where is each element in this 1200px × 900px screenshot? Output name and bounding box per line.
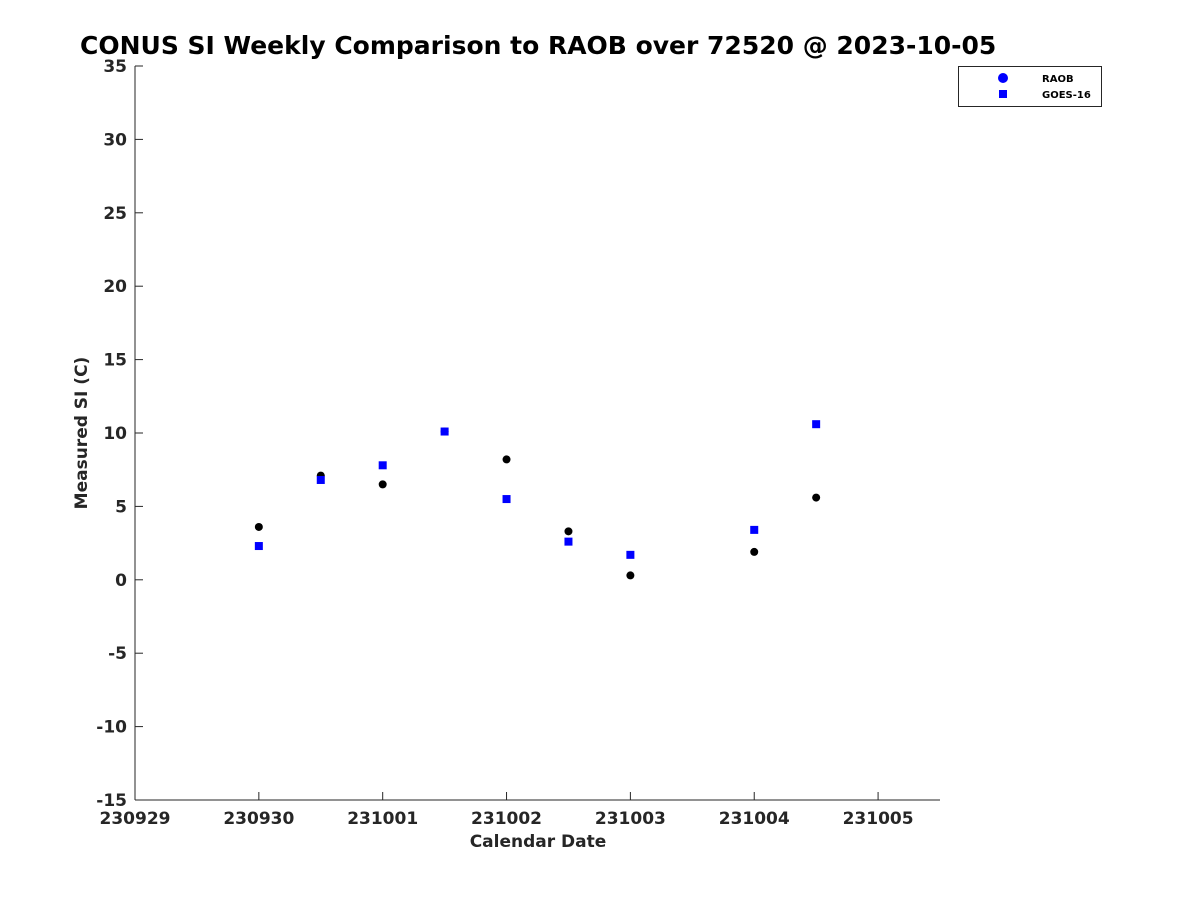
y-axis-title: Measured SI (C) [72,357,92,510]
x-tick-label: 231005 [843,809,914,829]
y-tick-label: 15 [103,351,127,371]
y-tick-label: -5 [108,644,127,664]
goes16-point [316,475,325,484]
goes16-point [378,461,387,470]
y-tick-label: 0 [115,571,127,591]
axes [134,66,940,801]
y-tick-label: -15 [96,791,127,811]
data-points [254,420,821,580]
raob-point [502,455,511,464]
legend-box [958,66,1102,107]
goes16-point [502,495,511,504]
y-tick-label: 25 [103,204,127,224]
legend-label: GOES-16 [1042,90,1091,101]
x-tick-label: 230930 [223,809,294,829]
goes16-point [564,537,573,546]
legend-label: RAOB [1042,74,1074,85]
legend-marker-raob [998,73,1008,83]
goes16-point [812,420,821,429]
raob-point [750,547,759,556]
chart-title: CONUS SI Weekly Comparison to RAOB over … [80,31,996,60]
y-tick-label: 20 [103,277,127,297]
x-tick-label: 231002 [471,809,542,829]
goes16-point [626,550,635,559]
goes16-point [254,542,263,551]
y-tick-label: 5 [115,497,127,517]
x-axis-title: Calendar Date [470,832,607,852]
raob-point [378,480,387,489]
ticks: -15 -10 -5 0 5 10 15 20 25 30 35 230929 230930 231001… [96,57,913,829]
legend: RAOB GOES-16 [958,66,1102,107]
y-tick-label: 30 [103,130,127,150]
x-tick-label: 231003 [595,809,666,829]
x-tick-label: 231001 [347,809,418,829]
x-tick-label: 230929 [100,809,171,829]
y-tick-label: 10 [103,424,127,444]
raob-point [564,527,573,536]
goes16-point [750,525,759,534]
x-tick-label: 231004 [719,809,790,829]
goes16-point [440,427,449,436]
legend-marker-goes16 [999,90,1007,98]
raob-point [812,493,821,502]
y-tick-label: -10 [96,718,127,738]
raob-point [626,571,635,580]
raob-point [254,522,263,531]
y-tick-label: 35 [103,57,127,77]
